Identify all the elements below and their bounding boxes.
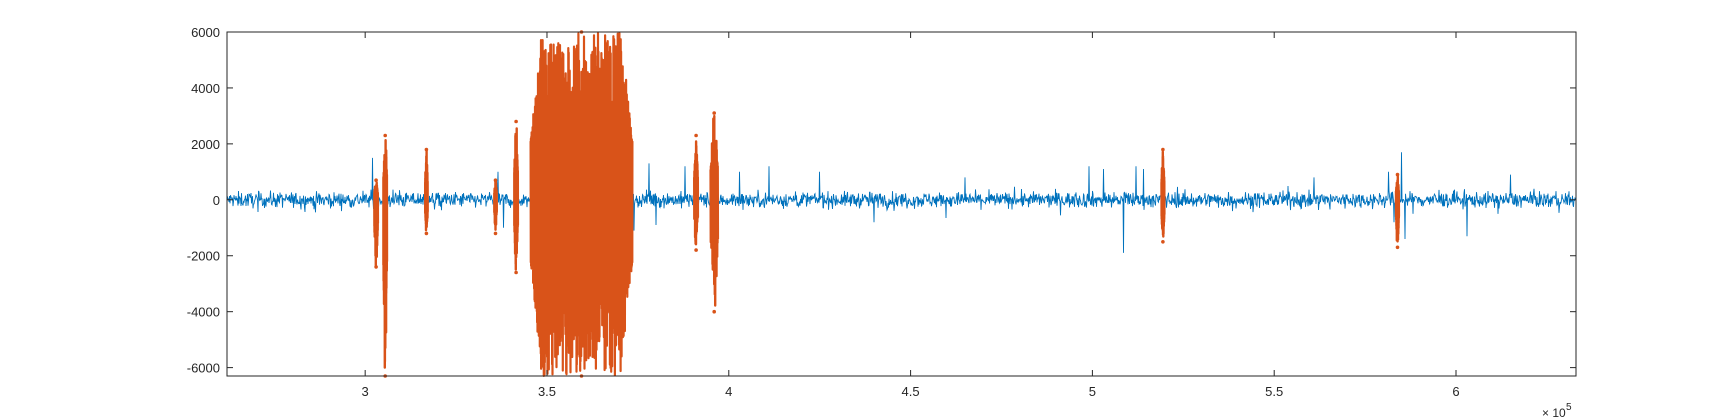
series-2-burst-trace xyxy=(493,179,498,231)
x-exponent-label: × 10 5 xyxy=(1542,402,1572,420)
y-tick-label: 0 xyxy=(213,193,220,208)
series-2-burst-trace xyxy=(693,140,700,246)
series-2-burst-trace xyxy=(1394,175,1401,243)
x-tick-label: 4.5 xyxy=(902,384,920,399)
series-2-burst xyxy=(693,133,700,252)
series-2-burst-trace xyxy=(1160,150,1166,238)
series-2-point-max xyxy=(694,133,698,138)
series-2-point-max xyxy=(374,178,378,182)
series-2-point-min xyxy=(374,265,378,269)
series-1-line xyxy=(226,152,1577,253)
y-tick-label: 2000 xyxy=(191,137,220,152)
series-2-burst xyxy=(709,111,720,314)
series-2-burst-trace xyxy=(373,181,380,267)
x-tick-label: 3.5 xyxy=(538,384,556,399)
series-2-burst-trace xyxy=(382,139,389,369)
tick-layer: 3 3.5 4 4.5 5 5.5 6 -6000 -4000 -2000 0 2000 4000 600… xyxy=(187,25,1576,399)
series-2-burst xyxy=(1394,172,1401,250)
series-2-burst xyxy=(382,133,389,378)
series-2-burst xyxy=(1160,147,1166,244)
series-2-burst xyxy=(529,30,634,378)
series-2-point-min xyxy=(712,309,716,314)
series-2-point-max xyxy=(1395,172,1400,177)
series-2-point-min xyxy=(694,248,698,252)
series-2-burst-trace xyxy=(424,149,429,232)
series-2-point-min xyxy=(1161,240,1165,244)
series-2-point-max xyxy=(712,111,716,115)
y-tick-label: 6000 xyxy=(191,25,220,40)
series-2-point-max xyxy=(493,178,498,182)
x-tick-label: 3 xyxy=(362,384,369,399)
series-2-burst xyxy=(424,147,429,236)
series-2-burst-trace xyxy=(709,114,720,307)
series-2-burst xyxy=(493,178,498,236)
series-2-point-max xyxy=(1161,147,1165,152)
y-tick-label: 4000 xyxy=(191,81,220,96)
x-tick-label: 4 xyxy=(725,384,732,399)
series-2-point-min xyxy=(493,231,498,236)
series-2-burst-trace xyxy=(513,127,520,271)
y-tick-label: -6000 xyxy=(187,361,220,376)
y-tick-label: -2000 xyxy=(187,249,220,264)
x-exponent-power: 5 xyxy=(1566,402,1572,413)
series-2-burst-trace xyxy=(529,32,634,377)
x-tick-label: 6 xyxy=(1452,384,1459,399)
series-2-burst xyxy=(373,178,380,269)
series-2-point-max xyxy=(514,119,518,124)
y-tick-label: -4000 xyxy=(187,305,220,320)
series-2-point-max xyxy=(383,133,388,138)
axes-box xyxy=(226,31,1577,377)
series-2-point-min xyxy=(1395,245,1400,250)
series-2-burst xyxy=(513,119,520,275)
x-tick-label: 5 xyxy=(1089,384,1096,399)
x-exponent-base: × 10 xyxy=(1542,406,1566,420)
series-2-point-max xyxy=(424,147,429,152)
series-2-point-min xyxy=(514,270,518,275)
x-tick-label: 5.5 xyxy=(1265,384,1283,399)
series-2-point-min xyxy=(424,231,429,236)
series-layer xyxy=(226,30,1577,378)
